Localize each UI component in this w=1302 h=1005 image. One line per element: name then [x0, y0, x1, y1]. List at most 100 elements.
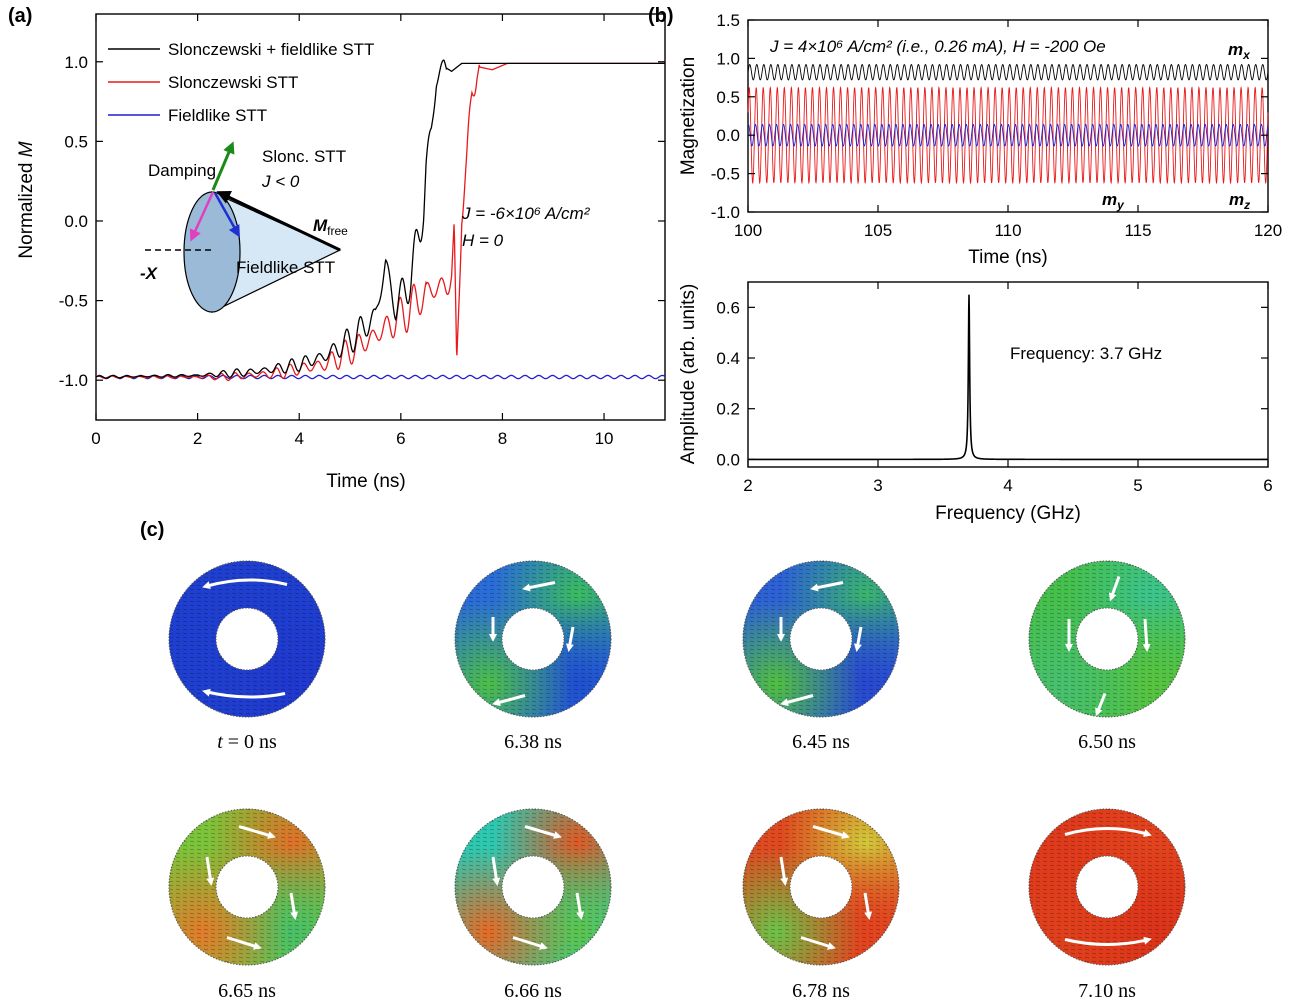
y-tick-label: 0.0	[716, 450, 740, 469]
ring-outer-edge	[168, 560, 326, 718]
magnetization-arrow	[1108, 575, 1121, 602]
snapshot-caption: 6.78 ns	[792, 980, 850, 1002]
label-my: my	[1102, 190, 1125, 212]
magnetization-arrow	[780, 694, 814, 707]
magnetization-arrow	[1064, 936, 1152, 946]
ring-outer-edge	[454, 560, 612, 718]
x-tick-label: 0	[91, 429, 100, 448]
magnetization-arrow	[522, 581, 556, 592]
chart-b1-ticks: 100 105 110 115 120 -1.0 -0.5 0.0 0.5 1.0 1.5	[711, 11, 1282, 240]
magnetization-arrow	[238, 825, 276, 839]
magnetization-arrow	[202, 688, 286, 699]
y-tick-label: 0.0	[716, 126, 740, 145]
chart-a-legend: Slonczewski + fieldlike STT Slonczewski …	[108, 40, 374, 125]
magnetization-arrow	[812, 825, 850, 839]
x-tick-label: 3	[873, 476, 882, 495]
magnetization-arrow	[492, 694, 526, 707]
magnetization-arrow	[810, 581, 844, 592]
y-tick-label: 0.5	[716, 88, 740, 107]
label-mz: mz	[1229, 190, 1250, 212]
chart-a-ticks: 0 2 4 6 8 10 -1.0 -0.5 0.0 0.5 1.0	[59, 14, 665, 448]
snapshot-caption: 6.65 ns	[218, 980, 276, 1002]
snapshot-6: 6.78 ns	[742, 808, 900, 1002]
fieldlike-arrow	[213, 192, 240, 238]
magnetization-arrow	[1095, 692, 1107, 717]
chart-b1-annotation: J = 4×10⁶ A/cm² (i.e., 0.26 mA), H = -20…	[769, 37, 1106, 56]
y-tick-label: -0.5	[711, 165, 740, 184]
panel-label-a: (a)	[8, 5, 32, 27]
chart-a-ylabel: Normalized M	[16, 141, 37, 258]
y-tick-label: 1.0	[716, 49, 740, 68]
ring-outer-edge	[454, 808, 612, 966]
legend-label-both: Slonczewski + fieldlike STT	[168, 40, 374, 59]
legend-label-slonc: Slonczewski STT	[168, 73, 298, 92]
y-tick-label: 0.0	[64, 212, 88, 231]
series-line-0	[95, 59, 665, 379]
legend-label-fieldlike: Fieldlike STT	[168, 106, 267, 125]
ring-outer-edge	[742, 560, 900, 718]
snapshot-caption: 6.50 ns	[1078, 731, 1136, 753]
y-tick-label: 0.2	[716, 400, 740, 419]
y-tick-label: 0.5	[64, 132, 88, 151]
x-tick-label: 120	[1254, 221, 1282, 240]
magnetization-arrow	[524, 825, 562, 839]
inset-mfree-label: Mfree	[313, 216, 348, 238]
snapshot-caption: 6.66 ns	[504, 980, 562, 1002]
chart-b2-series	[748, 294, 1268, 461]
y-tick-label: -1.0	[711, 203, 740, 222]
chart-b1-series	[747, 63, 1269, 185]
x-tick-label: 100	[734, 221, 762, 240]
chart-a: 0 2 4 6 8 10 -1.0 -0.5 0.0 0.5 1.0 Time (ns) Norma…	[16, 13, 666, 492]
snapshot-1: 6.38 ns	[454, 560, 612, 753]
chart-a-series	[95, 59, 666, 382]
ring-inner-edge	[789, 607, 853, 671]
x-tick-label: 6	[396, 429, 405, 448]
magnetization-arrow	[226, 936, 262, 950]
y-tick-label: 1.5	[716, 11, 740, 30]
y-tick-label: -1.0	[59, 371, 88, 390]
chart-b2-xlabel: Frequency (GHz)	[935, 503, 1081, 524]
ring-outer-edge	[1028, 560, 1186, 718]
snapshot-2: 6.45 ns	[742, 560, 900, 753]
series-line-2	[95, 374, 666, 380]
chart-a-frame	[95, 13, 666, 421]
chart-a-inset-cone: Damping Slonc. STT J < 0 Fieldlike STT M…	[140, 141, 348, 313]
series-line-m_y	[747, 85, 1269, 185]
magnetization-arrow	[800, 936, 836, 950]
spectrum-line	[748, 294, 1268, 461]
series-line-m_z	[747, 123, 1269, 147]
snapshot-7: 7.10 ns	[1028, 808, 1186, 1002]
chart-a-xlabel: Time (ns)	[326, 471, 406, 492]
x-tick-label: 115	[1124, 221, 1151, 240]
label-mx: mx	[1228, 40, 1251, 62]
mfree-arrow	[216, 190, 341, 252]
y-tick-label: 0.4	[716, 349, 740, 368]
ring-inner-edge	[789, 855, 853, 919]
magnetization-arrow	[512, 936, 548, 950]
ring-outer-edge	[742, 808, 900, 966]
x-tick-label: 4	[294, 429, 303, 448]
inset-neg-x-label: -X	[140, 264, 159, 283]
y-tick-label: 0.6	[716, 298, 740, 317]
y-tick-label: -0.5	[59, 292, 88, 311]
x-tick-label: 6	[1263, 476, 1272, 495]
chart-b2: 2 3 4 5 6 0.0 0.2 0.4 0.6 Frequency (GHz) Amplit…	[678, 281, 1273, 524]
ring-inner-edge	[215, 607, 279, 671]
magnetization-arrow	[853, 626, 863, 652]
x-tick-label: 110	[994, 221, 1021, 240]
magnetization-arrow	[565, 626, 575, 652]
snapshot-5: 6.66 ns	[454, 808, 612, 1002]
ring-inner-edge	[501, 855, 565, 919]
x-tick-label: 8	[498, 429, 507, 448]
magnetization-arrow	[1142, 618, 1151, 652]
magnetization-arrow	[1064, 827, 1152, 837]
y-tick-label: 1.0	[64, 53, 88, 72]
x-tick-label: 2	[743, 476, 752, 495]
magnetization-arrow	[863, 892, 873, 920]
chart-b1-ylabel: Magnetization	[678, 57, 699, 175]
inset-fieldlike-label: Fieldlike STT	[236, 258, 335, 277]
magnetization-arrow	[289, 892, 299, 920]
inset-slonc-j-label: J < 0	[261, 172, 300, 191]
ring-inner-edge	[1075, 607, 1139, 671]
